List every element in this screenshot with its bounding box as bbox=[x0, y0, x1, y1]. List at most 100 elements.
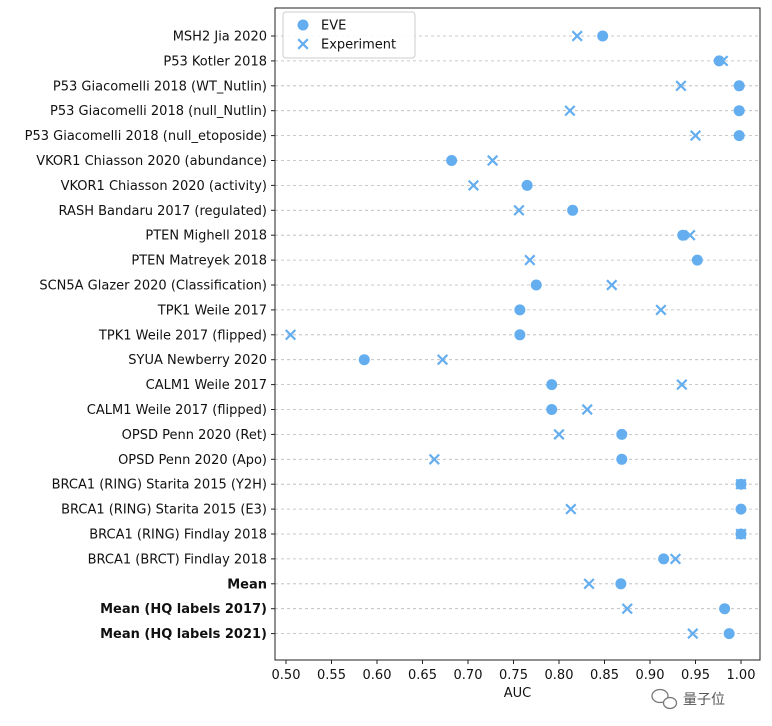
eve-point bbox=[616, 453, 628, 465]
x-tick-label: 0.85 bbox=[590, 668, 619, 683]
x-tick-label: 0.70 bbox=[454, 668, 483, 683]
experiment-point bbox=[565, 503, 577, 515]
x-tick-label: 0.90 bbox=[636, 668, 665, 683]
experiment-point bbox=[467, 179, 480, 191]
eve-point bbox=[514, 329, 526, 341]
category-label: OPSD Penn 2020 (Apo) bbox=[118, 453, 267, 468]
eve-point bbox=[719, 603, 731, 615]
legend-experiment-marker bbox=[297, 38, 309, 50]
data-markers bbox=[284, 30, 747, 640]
experiment-point bbox=[436, 354, 449, 366]
experiment-point bbox=[583, 578, 595, 590]
experiment-point bbox=[571, 30, 583, 42]
x-axis: 0.50 0.55 0.60 0.65 0.70 0.75 0.80 0.85 0.90 0.95… bbox=[271, 35, 756, 701]
category-label: PTEN Mighell 2018 bbox=[145, 229, 267, 244]
eve-point bbox=[677, 229, 689, 241]
eve-point bbox=[723, 628, 735, 640]
plot-border bbox=[274, 7, 761, 661]
experiment-point bbox=[717, 55, 729, 67]
eve-point bbox=[733, 130, 745, 142]
category-label: VKOR1 Chiasson 2020 (abundance) bbox=[36, 154, 267, 169]
plot-frame bbox=[274, 7, 761, 661]
eve-point bbox=[546, 404, 558, 415]
category-label: OPSD Penn 2020 (Ret) bbox=[122, 428, 267, 443]
experiment-point bbox=[735, 528, 747, 540]
x-tick-label: 0.80 bbox=[545, 668, 574, 683]
watermark-text: 量子位 bbox=[683, 692, 725, 708]
category-label: SYUA Newberry 2020 bbox=[128, 353, 267, 368]
eve-point bbox=[733, 105, 745, 117]
category-label: TPK1 Weile 2017 (flipped) bbox=[98, 328, 267, 343]
eve-point bbox=[530, 279, 542, 291]
legend-label: Experiment bbox=[321, 38, 396, 53]
category-label: CALM1 Weile 2017 bbox=[146, 378, 267, 393]
watermark: 量子位 bbox=[651, 688, 725, 710]
x-tick-label: 0.95 bbox=[681, 668, 710, 683]
experiment-point bbox=[606, 279, 618, 291]
x-tick-label: 0.75 bbox=[499, 668, 528, 683]
category-label: RASH Bandaru 2017 (regulated) bbox=[59, 204, 267, 219]
wechat-icon bbox=[651, 688, 678, 710]
eve-point bbox=[733, 80, 745, 92]
eve-point bbox=[615, 578, 627, 590]
category-label: P53 Giacomelli 2018 (WT_Nutlin) bbox=[53, 79, 267, 94]
eve-point bbox=[735, 503, 747, 515]
category-label: BRCA1 (RING) Findlay 2018 bbox=[89, 528, 267, 543]
experiment-point bbox=[655, 304, 667, 316]
legend-eve-marker bbox=[297, 19, 309, 31]
category-label: Mean (HQ labels 2017) bbox=[100, 602, 267, 617]
experiment-point bbox=[524, 254, 536, 266]
category-label: BRCA1 (RING) Starita 2015 (E3) bbox=[61, 503, 267, 518]
x-tick-label: 0.55 bbox=[317, 668, 346, 683]
eve-point bbox=[567, 204, 579, 216]
category-label: P53 Giacomelli 2018 (null_etoposide) bbox=[25, 129, 267, 144]
experiment-point bbox=[428, 453, 440, 465]
eve-point bbox=[514, 304, 526, 316]
x-axis-label: AUC bbox=[504, 686, 532, 701]
experiment-point bbox=[684, 229, 696, 241]
eve-point bbox=[358, 354, 370, 366]
category-label: VKOR1 Chiasson 2020 (activity) bbox=[61, 179, 267, 194]
category-label: P53 Kotler 2018 bbox=[163, 54, 267, 69]
experiment-point bbox=[675, 80, 687, 92]
category-label: BRCA1 (BRCT) Findlay 2018 bbox=[88, 552, 267, 567]
experiment-point bbox=[621, 603, 633, 615]
legend: EVE Experiment bbox=[282, 11, 416, 59]
experiment-point bbox=[676, 379, 688, 391]
x-tick-label: 0.60 bbox=[363, 668, 392, 683]
category-label: P53 Giacomelli 2018 (null_Nutlin) bbox=[50, 104, 267, 119]
category-label: CALM1 Weile 2017 (flipped) bbox=[87, 403, 267, 418]
category-label: Mean (HQ labels 2021) bbox=[100, 627, 267, 642]
experiment-point bbox=[553, 428, 565, 440]
x-tick-label: 0.65 bbox=[408, 668, 437, 683]
experiment-point bbox=[687, 628, 699, 640]
x-tick-label: 1.00 bbox=[727, 668, 756, 683]
category-labels: MSH2 Jia 2020 P53 Kotler 2018 P53 Giacomel… bbox=[25, 30, 267, 643]
category-label: BRCA1 (RING) Starita 2015 (Y2H) bbox=[52, 478, 267, 493]
category-label: TPK1 Weile 2017 bbox=[157, 303, 267, 318]
eve-point bbox=[713, 55, 725, 67]
category-label: PTEN Matreyek 2018 bbox=[131, 254, 267, 269]
experiment-point bbox=[284, 329, 297, 341]
experiment-point bbox=[513, 204, 525, 216]
x-tick-label: 0.50 bbox=[272, 668, 301, 683]
eve-point bbox=[658, 553, 670, 565]
eve-point bbox=[546, 379, 558, 391]
eve-point bbox=[446, 155, 458, 166]
experiment-point bbox=[581, 403, 593, 416]
eve-point bbox=[691, 254, 703, 266]
experiment-point bbox=[564, 105, 576, 117]
experiment-point bbox=[669, 553, 682, 565]
experiment-point bbox=[689, 130, 702, 142]
eve-point bbox=[597, 30, 609, 42]
category-label: MSH2 Jia 2020 bbox=[173, 30, 267, 45]
legend-label: EVE bbox=[321, 19, 346, 34]
experiment-point bbox=[486, 154, 499, 167]
eve-point bbox=[521, 179, 533, 191]
category-label: Mean bbox=[227, 577, 267, 592]
category-label: SCN5A Glazer 2020 (Classification) bbox=[39, 279, 267, 294]
eve-point bbox=[616, 428, 628, 440]
legend-box bbox=[282, 11, 416, 59]
experiment-point bbox=[735, 478, 747, 490]
